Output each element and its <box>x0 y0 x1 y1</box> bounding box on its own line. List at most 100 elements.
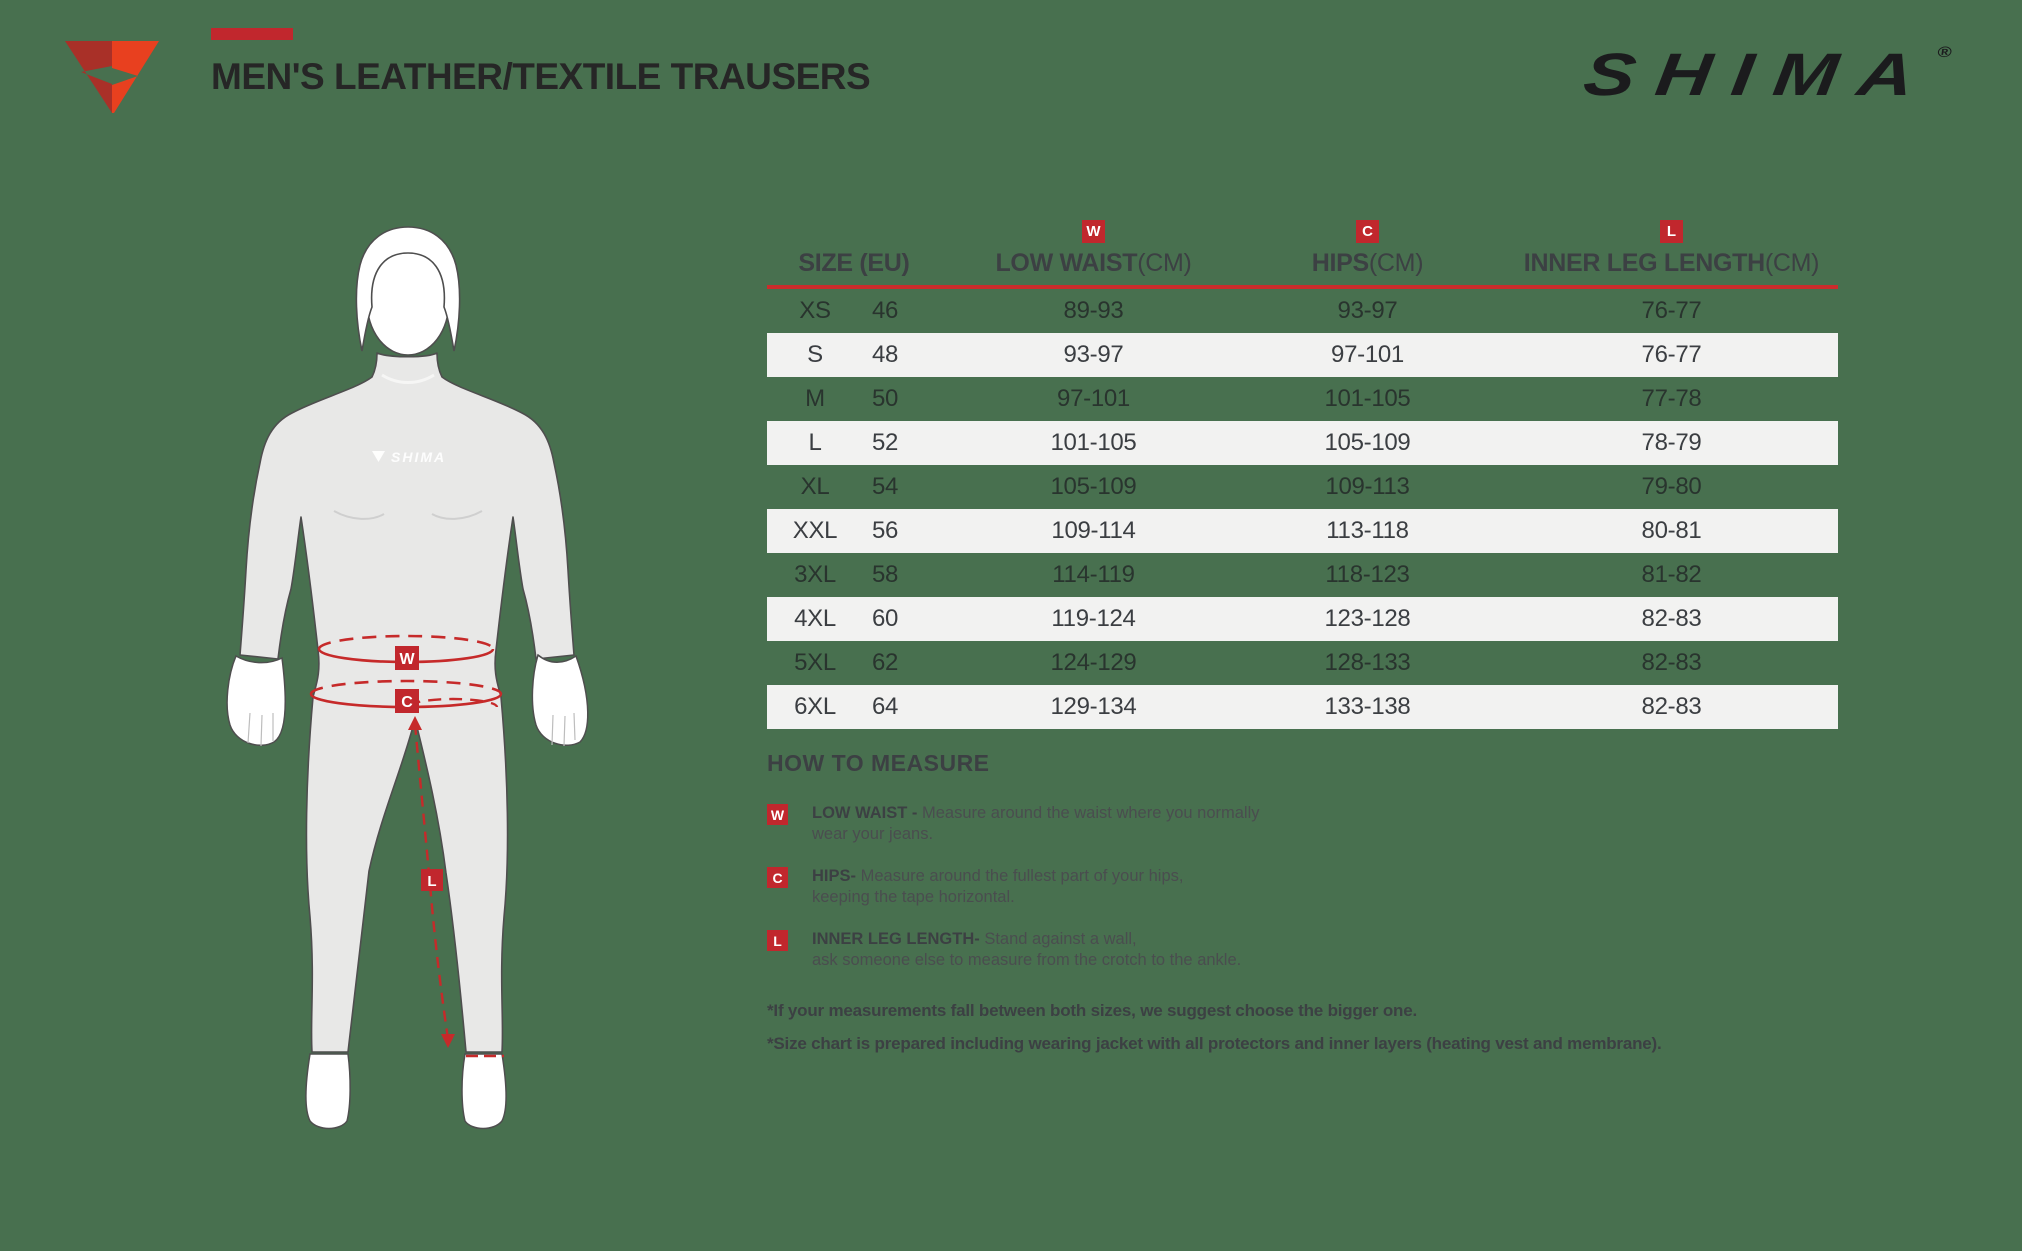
right-foot <box>461 1053 507 1130</box>
cell-size: 6XL 64 <box>794 693 899 720</box>
cell-hips: 128-133 <box>1324 649 1411 676</box>
size-row-s: S 48 93-97 97-101 76-77 <box>767 333 1838 377</box>
hips-marker-badge: C <box>395 689 419 713</box>
size-table: SIZE (EU) W LOW WAIST(CM) C HIPS(CM) L INNER L… <box>767 220 1838 729</box>
inner-leg-marker-badge: L <box>421 869 443 891</box>
cell-inner_leg: 78-79 <box>1641 429 1702 456</box>
brand-text: SHIMA <box>1579 41 1939 108</box>
cell-inner_leg: 82-83 <box>1641 649 1702 676</box>
waist-ellipse-dashed <box>317 634 495 650</box>
column-header-inner_leg: L INNER LEG LENGTH(CM) <box>1505 220 1838 278</box>
cell-size: M 50 <box>805 385 899 412</box>
how-to-measure-heading: HOW TO MEASURE <box>767 750 990 776</box>
logo-left-half <box>65 41 112 113</box>
cell-hips: 105-109 <box>1324 429 1411 456</box>
title-block: MEN'S LEATHER/TEXTILE TRAUSERS <box>211 28 871 98</box>
cell-inner_leg: 77-78 <box>1641 385 1702 412</box>
left-hand-finger-lines <box>247 712 274 747</box>
header-badge-spacer <box>843 220 866 243</box>
header-badge-l: L <box>1660 220 1683 243</box>
size-row-5xl: 5XL 62 124-129 128-133 82-83 <box>767 641 1838 685</box>
cell-low_waist: 105-109 <box>1050 473 1137 500</box>
size-table-body: XS 46 89-93 93-97 76-77 S 48 93-97 97-101 76-77 M 5… <box>767 289 1838 729</box>
size-row-6xl: 6XL 64 129-134 133-138 82-83 <box>767 685 1838 729</box>
column-header-size: SIZE (EU) <box>767 220 957 278</box>
size-table-header: SIZE (EU) W LOW WAIST(CM) C HIPS(CM) L INNER L… <box>767 220 1838 278</box>
cell-size: XL 54 <box>800 473 899 500</box>
size-row-m: M 50 97-101 101-105 77-78 <box>767 377 1838 421</box>
size-row-xs: XS 46 89-93 93-97 76-77 <box>767 289 1838 333</box>
footnote-2: *Size chart is prepared including wearin… <box>767 1034 1662 1053</box>
column-label: LOW WAIST(CM) <box>995 249 1192 277</box>
cell-hips: 101-105 <box>1324 385 1411 412</box>
cell-size: 4XL 60 <box>794 605 899 632</box>
column-label: SIZE (EU) <box>798 249 910 277</box>
shima-triangle-logo-icon <box>65 41 159 113</box>
header-badge-c: C <box>1356 220 1379 243</box>
measure-item-w: W LOW WAIST - Measure around the waist wh… <box>767 803 1857 845</box>
measure-item-text: INNER LEG LENGTH- Stand against a wall, a… <box>812 930 1242 969</box>
column-label: INNER LEG LENGTH(CM) <box>1523 249 1820 277</box>
collar-line <box>381 373 435 384</box>
cell-low_waist: 119-124 <box>1051 605 1136 632</box>
brand-wordmark: SHIMA® <box>1579 40 1952 109</box>
cell-hips: 97-101 <box>1331 341 1404 368</box>
cell-size: XS 46 <box>799 297 899 324</box>
measure-item-text: LOW WAIST - Measure around the waist whe… <box>812 804 1260 843</box>
chest-line-left <box>333 510 385 520</box>
right-hand-finger-lines <box>551 712 576 747</box>
size-row-xl: XL 54 105-109 109-113 79-80 <box>767 465 1838 509</box>
watermark-triangle-icon <box>372 451 385 462</box>
cell-inner_leg: 76-77 <box>1641 297 1702 324</box>
measure-item-c: C HIPS- Measure around the fullest part o… <box>767 866 1857 908</box>
how-to-measure-section: HOW TO MEASURE W LOW WAIST - Measure arou… <box>767 750 1857 1067</box>
body-measurement-figure: SHIMA W C <box>226 226 589 1130</box>
cell-inner_leg: 82-83 <box>1641 693 1702 720</box>
logo-right-half <box>112 41 159 113</box>
cell-low_waist: 97-101 <box>1057 385 1130 412</box>
measure-item-l: L INNER LEG LENGTH- Stand against a wall,… <box>767 929 1857 971</box>
cell-hips: 118-123 <box>1325 561 1410 588</box>
cell-hips: 93-97 <box>1337 297 1398 324</box>
column-header-low_waist: W LOW WAIST(CM) <box>957 220 1230 278</box>
waist-marker-badge: W <box>395 646 419 670</box>
measure-item-text: HIPS- Measure around the fullest part of… <box>812 867 1184 906</box>
chest-logo-watermark: SHIMA <box>372 449 446 465</box>
inner-leg-arrow-up <box>408 716 422 730</box>
cell-hips: 133-138 <box>1324 693 1411 720</box>
right-hand <box>531 653 589 746</box>
inner-leg-marker-letter: L <box>427 873 436 890</box>
cell-hips: 113-118 <box>1326 517 1409 544</box>
cell-low_waist: 129-134 <box>1050 693 1137 720</box>
cell-size: 3XL 58 <box>794 561 899 588</box>
footnote-1: *If your measurements fall between both … <box>767 1001 1417 1020</box>
size-row-3xl: 3XL 58 114-119 118-123 81-82 <box>767 553 1838 597</box>
cell-inner_leg: 76-77 <box>1641 341 1702 368</box>
measure-items: W LOW WAIST - Measure around the waist wh… <box>767 803 1857 971</box>
cell-size: 5XL 62 <box>794 649 899 676</box>
measure-notes: *If your measurements fall between both … <box>767 1001 1857 1054</box>
watermark-text: SHIMA <box>391 449 446 465</box>
cell-low_waist: 101-105 <box>1050 429 1137 456</box>
chest-line-right <box>431 510 483 520</box>
cell-inner_leg: 80-81 <box>1641 517 1702 544</box>
inner-leg-arrow-down <box>441 1034 455 1048</box>
cell-inner_leg: 82-83 <box>1641 605 1702 632</box>
cell-hips: 123-128 <box>1324 605 1411 632</box>
left-foot <box>305 1053 351 1130</box>
waist-marker-letter: W <box>399 651 415 668</box>
registered-mark: ® <box>1935 44 1953 61</box>
cell-inner_leg: 81-82 <box>1641 561 1702 588</box>
cell-size: L 52 <box>808 429 899 456</box>
column-header-hips: C HIPS(CM) <box>1230 220 1505 278</box>
cell-low_waist: 93-97 <box>1063 341 1124 368</box>
cell-low_waist: 109-114 <box>1051 517 1136 544</box>
cell-low_waist: 124-129 <box>1050 649 1137 676</box>
cell-low_waist: 89-93 <box>1063 297 1124 324</box>
size-row-4xl: 4XL 60 119-124 123-128 82-83 <box>767 597 1838 641</box>
header-rule <box>767 285 1838 289</box>
cell-size: XXL 56 <box>792 517 899 544</box>
page-title: MEN'S LEATHER/TEXTILE TRAUSERS <box>211 56 871 97</box>
size-row-xxl: XXL 56 109-114 113-118 80-81 <box>767 509 1838 553</box>
